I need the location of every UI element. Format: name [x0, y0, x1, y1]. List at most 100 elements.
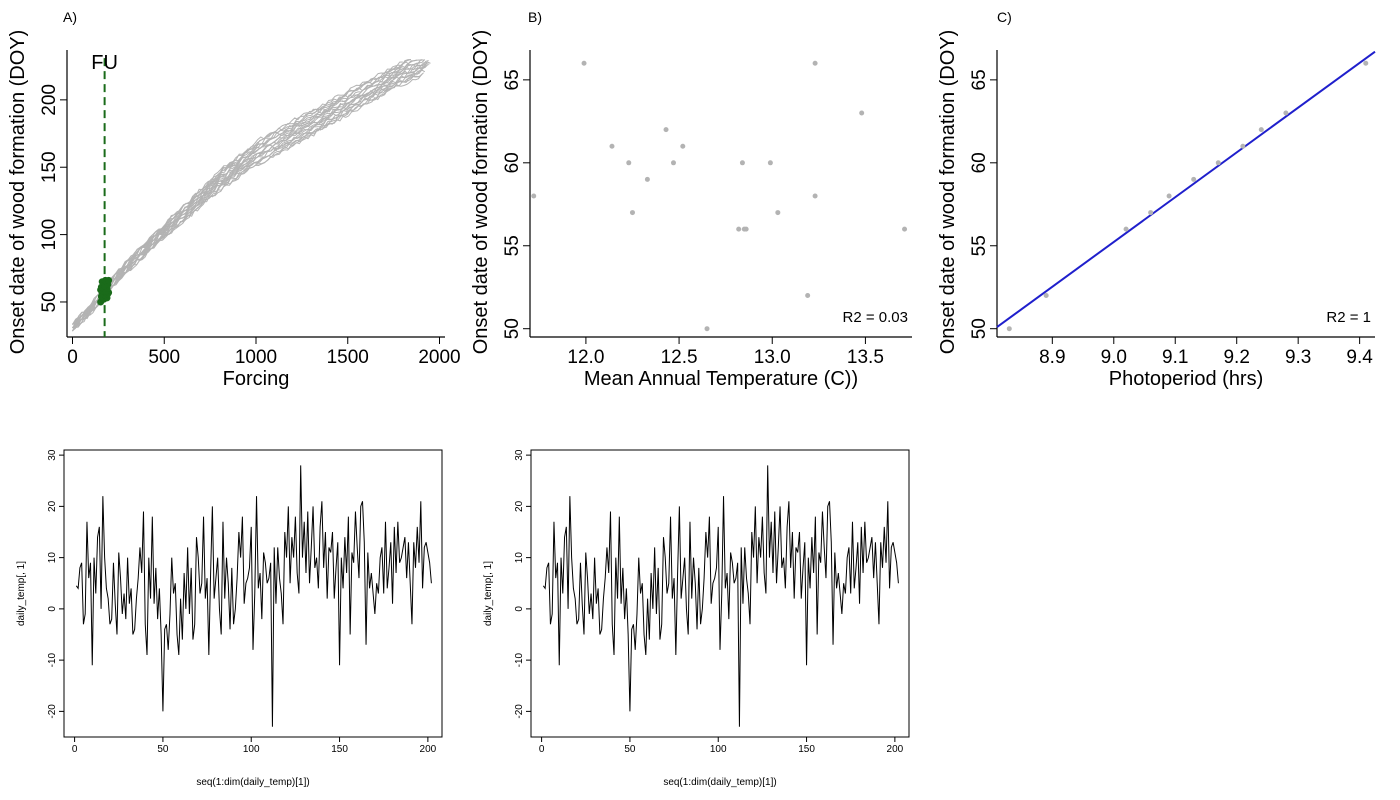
data-point [1283, 110, 1289, 116]
forcing-curve [72, 61, 410, 325]
y-tick-label: 200 [39, 84, 60, 116]
data-point [1166, 193, 1172, 199]
data-point [531, 193, 537, 199]
y-tick-label: 100 [39, 219, 60, 251]
x-tick-label: 50 [624, 744, 636, 755]
y-axis-ticks: 50 55 60 65 [969, 69, 997, 339]
x-tick-label: 0 [72, 744, 78, 755]
data-point [1258, 127, 1264, 133]
y-axis-label: daily_temp[, 1] [16, 561, 27, 626]
y-tick-label: -10 [47, 652, 58, 667]
x-tick-label: 0 [67, 347, 78, 368]
panel-label: B) [528, 9, 542, 25]
forcing-curve [72, 69, 426, 332]
data-point [1006, 326, 1012, 332]
x-tick-label: 500 [148, 347, 180, 368]
forcing-curve [72, 72, 424, 332]
y-tick-label: -20 [514, 704, 525, 719]
data-point [736, 226, 742, 232]
x-tick-label: 12.5 [661, 347, 698, 368]
forcing-curve [72, 66, 427, 332]
forcing-curve [72, 61, 431, 328]
data-point [1043, 293, 1049, 299]
x-tick-label: 1000 [235, 347, 277, 368]
x-axis-label: seq(1:dim(daily_temp)[1]) [663, 777, 776, 788]
x-tick-label: 9.3 [1285, 347, 1311, 368]
temperature-series-line [542, 465, 899, 727]
scatter-points [1006, 60, 1369, 332]
x-tick-label: 9.2 [1223, 347, 1249, 368]
forcing-curve [72, 73, 423, 332]
data-point [704, 326, 710, 332]
x-tick-label: 9.4 [1346, 347, 1373, 368]
y-tick-label: 20 [47, 500, 58, 512]
data-point [743, 226, 749, 232]
data-point [859, 110, 865, 116]
data-point [775, 210, 781, 216]
forcing-curve [72, 59, 411, 325]
x-tick-label: 8.9 [1039, 347, 1065, 368]
r2-annotation: R2 = 0.03 [843, 309, 908, 326]
y-tick-label: 0 [47, 606, 58, 612]
forcing-curve [72, 65, 428, 332]
panel-label: A) [63, 9, 77, 25]
x-axis-label: Photoperiod (hrs) [1109, 368, 1264, 390]
x-tick-label: 200 [420, 744, 437, 755]
data-point [805, 293, 811, 299]
y-axis-ticks: -20 -10 0 10 20 30 [47, 449, 64, 719]
x-tick-label: 12.0 [567, 347, 604, 368]
panel-e: 0 50 100 150 200 -20 -10 0 10 20 30 seq(1:dim(daily… [483, 449, 910, 788]
data-point [812, 60, 818, 66]
scatter-points [531, 60, 908, 332]
x-tick-label: 9.1 [1162, 347, 1188, 368]
x-tick-label: 150 [331, 744, 348, 755]
x-tick-label: 150 [798, 744, 815, 755]
y-tick-label: 150 [39, 151, 60, 183]
data-point [581, 60, 587, 66]
y-axis-label: Onset date of wood formation (DOY) [937, 30, 959, 355]
data-point [626, 160, 632, 166]
x-tick-label: 50 [157, 744, 169, 755]
y-axis-ticks: 50 100 150 200 [39, 84, 67, 313]
data-point [680, 143, 686, 149]
data-point [1148, 210, 1154, 216]
x-tick-label: 1500 [327, 347, 369, 368]
y-tick-label: 55 [969, 235, 990, 256]
y-tick-label: -20 [47, 704, 58, 719]
y-axis-ticks: 50 55 60 65 [502, 69, 530, 339]
x-axis-label: Mean Annual Temperature (C)) [584, 368, 858, 390]
x-tick-label: 100 [710, 744, 727, 755]
y-axis-label: Onset date of wood formation (DOY) [7, 30, 29, 355]
y-tick-label: 10 [514, 552, 525, 564]
plot-box [530, 449, 910, 738]
x-axis-ticks: 8.9 9.0 9.1 9.2 9.3 9.4 [1039, 337, 1373, 368]
data-point [663, 127, 669, 133]
y-tick-label: 60 [969, 152, 990, 173]
y-tick-label: -10 [514, 652, 525, 667]
data-point [1215, 160, 1221, 166]
x-axis-label: seq(1:dim(daily_temp)[1]) [196, 777, 309, 788]
y-tick-label: 30 [47, 449, 58, 461]
y-tick-label: 30 [514, 449, 525, 461]
data-point [609, 143, 615, 149]
panel-label: C) [997, 9, 1012, 25]
x-tick-label: 100 [243, 744, 260, 755]
fu-points [97, 276, 113, 306]
data-point [739, 160, 745, 166]
data-point [902, 226, 908, 232]
y-tick-label: 65 [969, 69, 990, 90]
r2-annotation: R2 = 1 [1326, 309, 1371, 326]
forcing-curves [72, 59, 431, 332]
forcing-curve [72, 74, 422, 332]
forcing-curve [72, 63, 430, 328]
data-point [1240, 143, 1246, 149]
y-tick-label: 65 [502, 69, 523, 90]
x-tick-label: 200 [887, 744, 904, 755]
y-axis-label: Onset date of wood formation (DOY) [470, 30, 492, 355]
panel-d: 0 50 100 150 200 -20 -10 0 10 20 30 seq(1:dim(daily… [16, 449, 443, 788]
plot-box [63, 449, 443, 738]
x-tick-label: 13.0 [754, 347, 791, 368]
x-tick-label: 2000 [418, 347, 460, 368]
x-axis-label: Forcing [223, 368, 290, 390]
